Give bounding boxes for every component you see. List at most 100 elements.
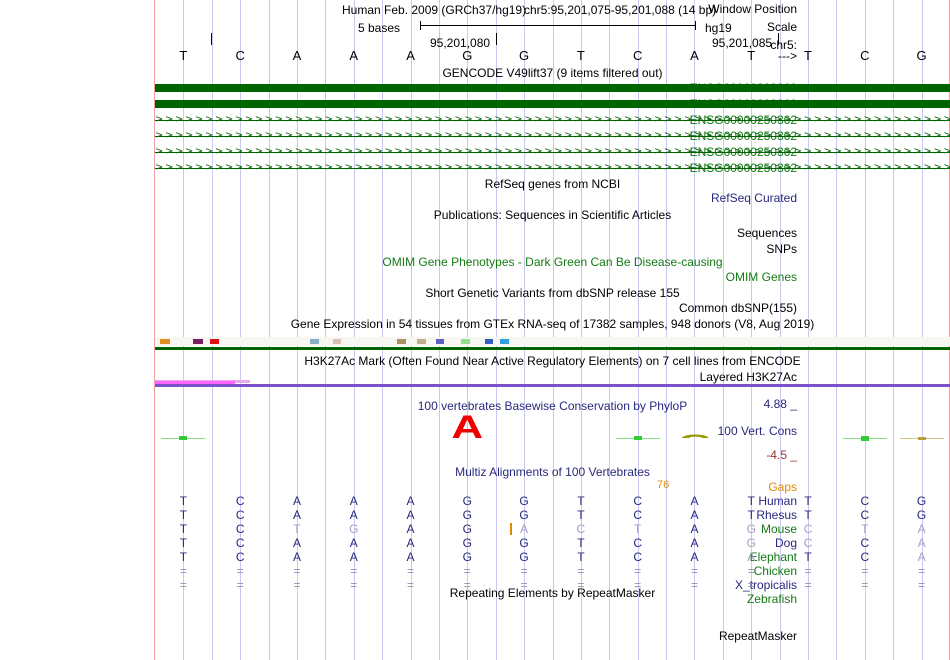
alignment-base: A [520,522,529,536]
scale-bar-label: 5 bases [358,21,401,35]
label-cons-track[interactable]: 100 Vert. Cons [717,424,797,438]
gtex-tissue-mark [397,339,406,344]
alignment-base: T [861,522,869,536]
sequence-base: A [690,48,699,63]
alignment-base: T [804,550,812,564]
species-label[interactable]: X_tropicalis [734,578,797,592]
gene-strand-arrows-icon: >>>>>>>>>>>>>>>>>>>>>>>>>>>>>>>>>>>>>>>>… [155,146,950,157]
gtex-tissue-mark [436,339,444,344]
gene-feature-row[interactable]: >>>>>>>>>>>>>>>>>>>>>>>>>>>>>>>>>>>>>>>>… [155,145,950,159]
sequence-base: T [804,48,812,63]
alignment-base: T [577,550,585,564]
track-title-gtex: Gene Expression in 54 tissues from GTEx … [290,317,815,331]
label-sequences[interactable]: Sequences [736,226,797,240]
sequence-base: G [916,48,927,63]
alignment-base: C [633,494,642,508]
alignment-base: T [804,508,812,522]
alignment-base: T [179,522,188,536]
alignment-base: A [690,508,699,522]
alignment-base: G [519,494,529,508]
gene-exon-block [155,84,950,92]
alignment-base: G [519,508,529,522]
gene-exon-block [155,100,950,108]
species-label[interactable]: Mouse [760,522,797,536]
alignment-base: C [235,508,245,522]
gtex-tissue-mark [500,339,509,344]
alignment-base: G [746,536,756,550]
sequence-base: C [860,48,870,63]
alignment-base: A [917,550,926,564]
sequence-base: G [519,48,530,63]
gene-intron-line [155,120,950,121]
alignment-base: T [179,550,188,564]
gene-feature-row[interactable] [155,97,950,111]
alignment-gap-bar [510,523,512,535]
alignment-base: = [861,564,869,578]
label-strand-arrow: ---> [778,49,797,63]
gtex-tissue-mark [160,339,170,344]
alignment-base: G [462,550,472,564]
conservation-base-glyph: A [451,409,484,438]
conservation-base-glyph: A [727,429,775,438]
track-title-omim: OMIM Gene Phenotypes - Dark Green Can Be… [382,255,723,269]
species-label[interactable]: Zebrafish [746,592,797,606]
label-snps[interactable]: SNPs [766,242,797,256]
label-gaps[interactable]: Gaps [768,480,797,494]
gene-intron-line [155,136,950,137]
alignment-row[interactable]: = = = = = = = = = = = = = = [155,564,950,578]
alignment-base: = [577,564,585,578]
gene-feature-row[interactable]: >>>>>>>>>>>>>>>>>>>>>>>>>>>>>>>>>>>>>>>>… [155,129,950,143]
alignment-row[interactable]: = = = = = = = = = = = = = = [155,578,950,592]
sequence-base: A [292,48,302,63]
gene-feature-row[interactable] [155,81,950,95]
gene-feature-row[interactable]: >>>>>>>>>>>>>>>>>>>>>>>>>>>>>>>>>>>>>>>>… [155,161,950,175]
alignment-base: T [804,494,812,508]
label-common-dbsnp[interactable]: Common dbSNP(155) [678,301,797,315]
gtex-tissue-mark [310,339,319,344]
species-label[interactable]: Rhesus [756,508,797,522]
alignment-base: A [292,494,301,508]
label-layered-h3k27ac[interactable]: Layered H3K27Ac [699,370,797,384]
conservation-glyph [917,436,926,440]
species-label[interactable]: Elephant [749,550,797,564]
alignment-base: = [747,578,755,592]
alignment-base: = [918,564,926,578]
ruler-coord-right: 95,201,085 [712,36,773,50]
alignment-base: A [349,550,358,564]
species-label[interactable]: Chicken [753,564,797,578]
alignment-base: = [350,578,358,592]
conservation-base-glyph: C [557,431,605,438]
gtex-tissue-mark [333,339,341,344]
gene-feature-row[interactable]: >>>>>>>>>>>>>>>>>>>>>>>>>>>>>>>>>>>>>>>>… [155,113,950,127]
track-title-publications: Publications: Sequences in Scientific Ar… [433,208,672,222]
alignment-base: A [292,550,301,564]
track-title-gencode: GENCODE V49lift37 (9 items filtered out) [442,66,663,80]
label-refseq-curated[interactable]: RefSeq Curated [710,191,797,205]
species-label[interactable]: Dog [774,536,797,550]
alignment-base: = [861,578,869,592]
gtex-tissue-mark [461,339,470,344]
gene-intron-line [155,152,950,153]
alignment-base: C [860,508,870,522]
label-repeatmasker[interactable]: RepeatMasker [718,629,797,643]
label-cons-min: -4.5 _ [766,448,797,462]
alignment-base: T [577,536,585,550]
sequence-base: C [632,48,643,63]
alignment-base: C [235,494,245,508]
species-label[interactable]: Human [758,494,797,508]
ruler-coord-left: 95,201,080 [430,36,491,50]
alignment-base: T [179,536,188,550]
alignment-base: C [860,494,870,508]
alignment-base: = [918,578,926,592]
alignment-base: = [577,578,585,592]
label-omim-genes[interactable]: OMIM Genes [725,270,797,284]
assembly-name: Human Feb. 2009 (GRCh37/hg19) [342,3,527,17]
alignment-base: C [633,536,642,550]
alignment-base: A [292,536,301,550]
